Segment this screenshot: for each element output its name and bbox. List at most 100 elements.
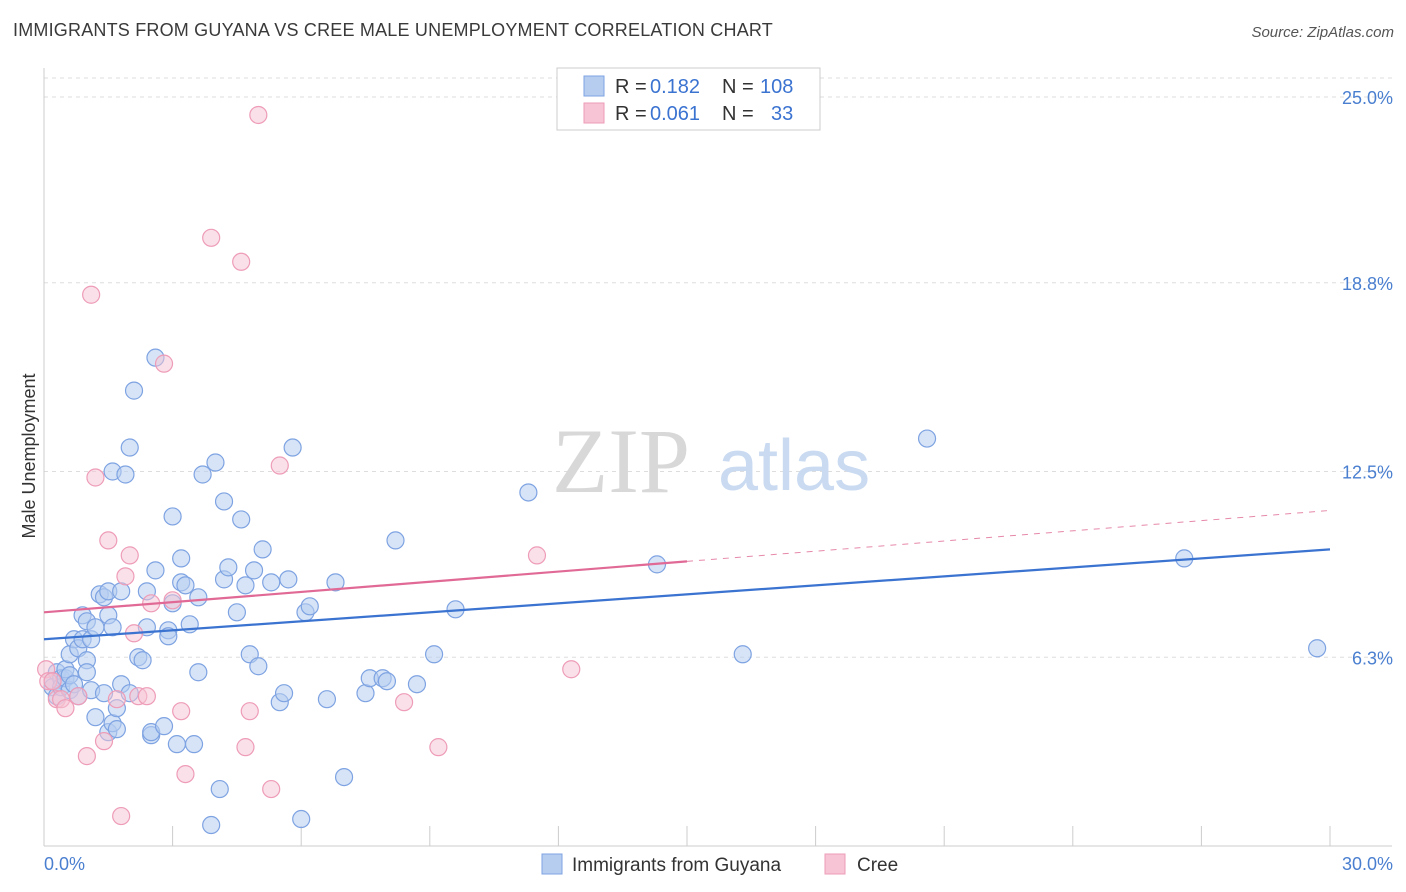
data-point-cree <box>202 228 221 247</box>
chart-title: IMMIGRANTS FROM GUYANA VS CREE MALE UNEM… <box>13 20 773 40</box>
data-point-guyana <box>274 684 294 703</box>
data-point-guyana <box>377 672 397 691</box>
data-point-guyana <box>407 675 427 694</box>
x-ticks <box>43 826 1331 846</box>
data-point-guyana <box>86 708 105 727</box>
data-point-guyana <box>202 815 221 835</box>
data-point-cree <box>232 252 251 271</box>
watermark-zip: ZIP <box>552 410 690 512</box>
data-point-cree <box>107 690 126 709</box>
series-legend-swatch-blue[interactable] <box>541 853 563 875</box>
stats-legend-r-label-pink: R = <box>615 103 647 125</box>
data-point-guyana <box>86 618 105 637</box>
data-point-guyana <box>159 627 178 646</box>
data-point-guyana <box>133 651 152 670</box>
data-point-cree <box>116 567 135 586</box>
series-cree <box>37 105 581 826</box>
data-point-guyana <box>189 588 208 607</box>
data-point-guyana <box>146 561 165 580</box>
series-legend-label-blue[interactable]: Immigrants from Guyana <box>572 855 781 876</box>
data-point-cree <box>86 468 105 487</box>
data-point-cree <box>562 660 581 679</box>
watermark: ZIP atlas <box>552 410 870 512</box>
data-point-guyana <box>107 720 126 739</box>
data-point-cree <box>137 687 156 706</box>
data-point-guyana <box>167 735 186 754</box>
data-point-cree <box>240 702 259 721</box>
series-legend-label-pink[interactable]: Cree <box>857 855 898 876</box>
series-legend: Immigrants from Guyana Cree <box>541 853 898 876</box>
data-point-guyana <box>232 510 251 529</box>
data-point-cree <box>120 546 139 565</box>
data-point-cree <box>154 354 174 373</box>
data-point-guyana <box>249 657 268 676</box>
series-legend-swatch-pink[interactable] <box>824 853 846 875</box>
data-point-guyana <box>317 690 337 709</box>
data-point-guyana <box>189 663 208 682</box>
watermark-atlas: atlas <box>718 426 870 506</box>
data-point-guyana <box>227 603 246 622</box>
data-point-guyana <box>253 540 272 559</box>
data-point-guyana <box>279 570 298 589</box>
data-point-cree <box>94 732 114 751</box>
data-point-guyana <box>116 465 135 484</box>
data-point-guyana <box>214 492 234 511</box>
x-tick-label-min: 0.0% <box>44 854 85 874</box>
stats-legend-r-value-pink: 0.061 <box>650 103 700 125</box>
stats-legend-r-value-blue: 0.182 <box>650 76 700 98</box>
trendline-guyana <box>43 548 1331 641</box>
data-point-guyana <box>1308 639 1327 658</box>
data-point-cree <box>163 591 182 610</box>
data-point-cree <box>270 456 289 475</box>
x-tick-label-max: 30.0% <box>1342 854 1393 874</box>
data-point-guyana <box>236 576 255 595</box>
source-label: Source: ZipAtlas.com <box>1251 24 1394 41</box>
data-point-cree <box>112 806 131 826</box>
data-point-guyana <box>184 735 204 754</box>
data-point-guyana <box>292 809 311 829</box>
data-point-guyana <box>334 767 354 787</box>
data-point-guyana <box>124 381 144 400</box>
data-point-cree <box>172 702 191 721</box>
data-point-guyana <box>386 531 405 550</box>
y-tick-label: 12.5% <box>1342 463 1393 483</box>
data-point-guyana <box>176 576 195 595</box>
stats-legend-n-value-pink: 33 <box>771 103 793 125</box>
data-point-guyana <box>210 779 229 799</box>
data-point-guyana <box>219 558 238 577</box>
y-tick-label: 18.8% <box>1342 274 1393 294</box>
trendline-cree-extension <box>686 509 1331 562</box>
data-point-cree <box>56 699 75 718</box>
y-tick-label: 25.0% <box>1342 88 1393 108</box>
stats-legend-swatch-blue <box>583 75 605 97</box>
data-point-guyana <box>120 438 139 457</box>
y-tick-label: 6.3% <box>1352 648 1393 668</box>
y-tick-labels: 6.3% 12.5% 18.8% 25.0% <box>1342 88 1393 668</box>
data-point-guyana <box>163 507 182 526</box>
data-point-cree <box>394 693 414 712</box>
data-point-guyana <box>917 429 937 448</box>
axes <box>43 68 1392 847</box>
stats-legend-n-label-blue: N = <box>722 76 754 98</box>
data-point-guyana <box>262 573 281 592</box>
data-point-guyana <box>283 438 302 457</box>
data-point-guyana <box>356 684 375 703</box>
stats-legend-r-label-blue: R = <box>615 76 647 98</box>
data-point-cree <box>77 747 96 766</box>
stats-legend: R = 0.182 N = 108 R = 0.061 N = 33 <box>556 67 821 131</box>
data-point-cree <box>82 285 101 304</box>
data-point-cree <box>43 672 62 691</box>
data-point-guyana <box>244 561 264 580</box>
stats-legend-n-label-pink: N = <box>722 103 754 125</box>
data-point-guyana <box>519 483 538 502</box>
data-point-guyana <box>326 573 345 592</box>
data-point-cree <box>99 531 118 550</box>
data-point-guyana <box>112 582 131 601</box>
y-axis-label: Male Unemployment <box>19 373 39 538</box>
data-point-cree <box>176 764 195 784</box>
data-point-guyana <box>172 549 191 568</box>
data-point-guyana <box>206 453 225 472</box>
data-point-guyana <box>300 597 319 616</box>
stats-legend-swatch-pink <box>583 102 605 124</box>
